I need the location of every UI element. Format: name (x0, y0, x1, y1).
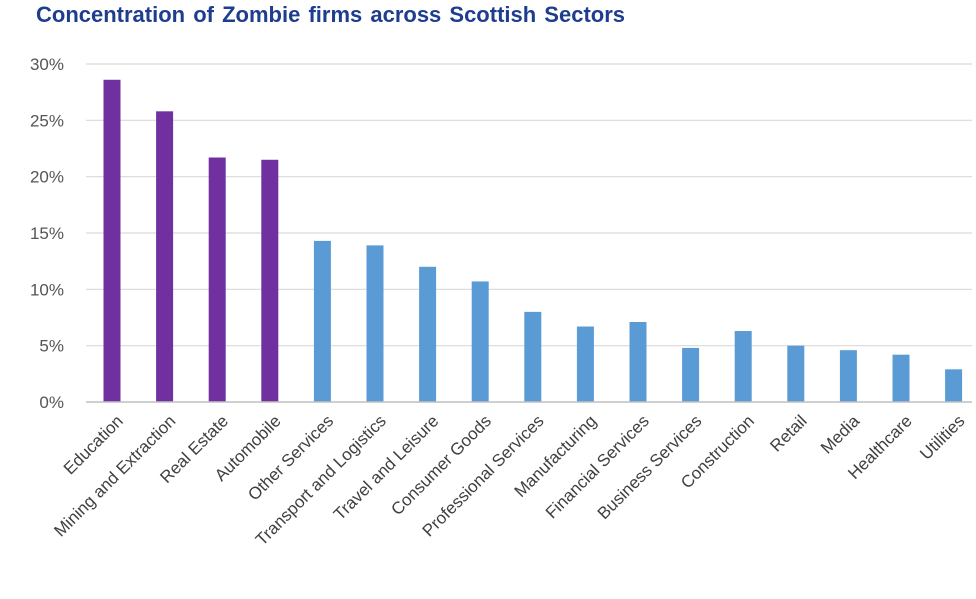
bar-media (839, 350, 857, 402)
x-category-label: Retail (766, 411, 810, 455)
y-axis-ticks: 0% 5% 10% 15% 20% 25% 30% (30, 55, 64, 412)
bar-other-services (313, 240, 331, 402)
bar-consumer-goods (471, 281, 489, 402)
y-tick-label: 25% (30, 111, 64, 130)
bar-education (103, 79, 121, 403)
bar-construction (734, 331, 752, 402)
bars (103, 79, 963, 403)
grid-lines (86, 63, 972, 347)
bar-real-estate (208, 157, 226, 402)
bar-manufacturing (576, 326, 594, 402)
y-tick-label: 0% (39, 393, 64, 412)
y-tick-label: 5% (39, 337, 64, 356)
bar-transport-and-logistics (366, 245, 384, 402)
x-category-label: Utilities (916, 411, 968, 463)
bar-financial-services (629, 322, 647, 402)
y-tick-label: 20% (30, 168, 64, 187)
x-category-label: Consumer Goods (387, 411, 495, 519)
bar-mining-and-extraction (156, 111, 174, 402)
bar-healthcare (892, 354, 910, 402)
bar-automobile (261, 159, 279, 402)
chart-title: Concentration of Zombie firms across Sco… (36, 2, 626, 27)
y-tick-label: 15% (30, 224, 64, 243)
bar-professional-services (524, 311, 542, 402)
bar-utilities (945, 369, 963, 402)
y-tick-label: 10% (30, 280, 64, 299)
x-category-label: Media (817, 411, 864, 458)
y-tick-label: 30% (30, 55, 64, 74)
bar-travel-and-leisure (419, 266, 437, 402)
bar-retail (787, 345, 805, 402)
bar-business-services (682, 347, 700, 402)
